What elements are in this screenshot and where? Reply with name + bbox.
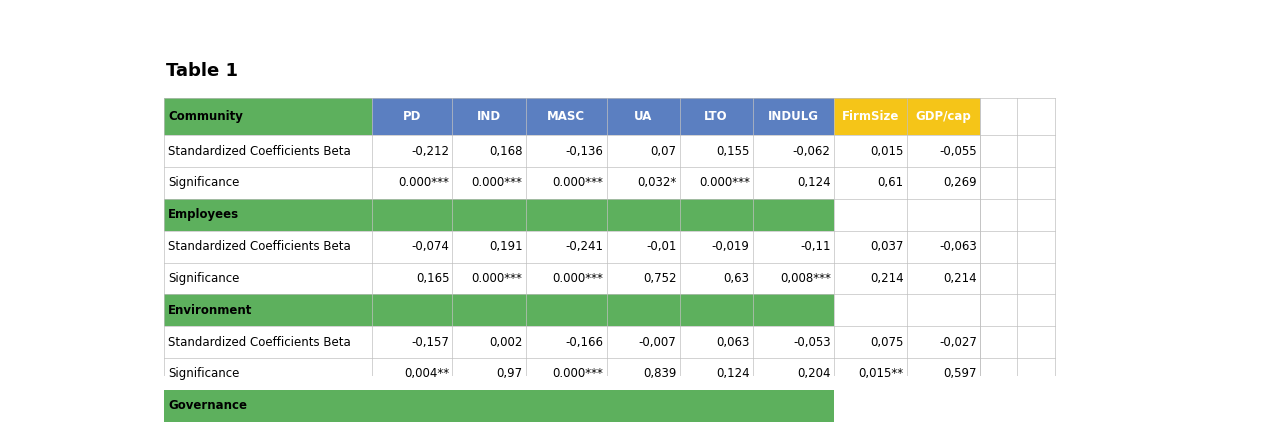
Text: 0,037: 0,037 <box>870 240 903 253</box>
Text: Governance: Governance <box>168 399 247 412</box>
Bar <box>833 294 1055 326</box>
Text: 0,63: 0,63 <box>724 272 749 285</box>
Text: 0,124: 0,124 <box>798 176 831 189</box>
Text: -0,01: -0,01 <box>646 240 676 253</box>
Text: 0,752: 0,752 <box>643 272 676 285</box>
Text: -0,11: -0,11 <box>800 240 831 253</box>
Bar <box>164 390 833 422</box>
Text: -0,062: -0,062 <box>792 145 831 157</box>
Text: 0,032*: 0,032* <box>637 176 676 189</box>
Text: 0,07: 0,07 <box>651 145 676 157</box>
Text: 0.000***: 0.000*** <box>399 176 450 189</box>
Bar <box>164 135 980 167</box>
Text: -0,157: -0,157 <box>412 335 450 349</box>
Text: -0,166: -0,166 <box>566 335 604 349</box>
Text: 0.000***: 0.000*** <box>553 368 604 381</box>
Text: Community: Community <box>168 110 243 123</box>
Bar <box>833 390 1055 422</box>
Text: 0,97: 0,97 <box>497 368 522 381</box>
Text: 0,002: 0,002 <box>489 335 522 349</box>
Text: -0,074: -0,074 <box>412 240 450 253</box>
Bar <box>164 358 980 390</box>
Text: UA: UA <box>634 110 652 123</box>
Bar <box>164 262 980 294</box>
Text: -0,053: -0,053 <box>792 335 831 349</box>
Text: 0.000***: 0.000*** <box>471 176 522 189</box>
Text: Significance: Significance <box>168 176 240 189</box>
Text: 0,015: 0,015 <box>870 145 903 157</box>
Text: 0,004**: 0,004** <box>404 368 450 381</box>
Text: 0,269: 0,269 <box>943 176 977 189</box>
Text: -0,136: -0,136 <box>566 145 604 157</box>
Bar <box>164 326 980 358</box>
Text: 0,168: 0,168 <box>489 145 522 157</box>
Text: 0,597: 0,597 <box>943 368 977 381</box>
Text: Significance: Significance <box>168 368 240 381</box>
Bar <box>833 199 1055 231</box>
Bar <box>164 294 833 326</box>
Text: -0,241: -0,241 <box>566 240 604 253</box>
Bar <box>164 98 980 422</box>
Text: 0,839: 0,839 <box>643 368 676 381</box>
Text: -0,019: -0,019 <box>712 240 749 253</box>
Bar <box>164 199 833 231</box>
Text: 0,015**: 0,015** <box>859 368 903 381</box>
Text: Standardized Coefficients Beta: Standardized Coefficients Beta <box>168 335 350 349</box>
Text: 0,124: 0,124 <box>716 368 749 381</box>
Text: 0,214: 0,214 <box>870 272 903 285</box>
Text: PD: PD <box>403 110 422 123</box>
Bar <box>372 98 833 135</box>
Text: GDP/cap: GDP/cap <box>915 110 971 123</box>
Text: 0,61: 0,61 <box>878 176 903 189</box>
Text: -0,027: -0,027 <box>939 335 977 349</box>
Text: 0,155: 0,155 <box>716 145 749 157</box>
Text: 0,075: 0,075 <box>870 335 903 349</box>
Text: 0,204: 0,204 <box>798 368 831 381</box>
Text: Environment: Environment <box>168 304 252 317</box>
Text: INDULG: INDULG <box>768 110 819 123</box>
Text: 0.000***: 0.000*** <box>553 272 604 285</box>
Text: 0,191: 0,191 <box>489 240 522 253</box>
Text: Significance: Significance <box>168 272 240 285</box>
Text: 0.000***: 0.000*** <box>471 272 522 285</box>
Text: Table 1: Table 1 <box>166 62 238 80</box>
Text: 0.000***: 0.000*** <box>699 176 749 189</box>
Text: -0,007: -0,007 <box>638 335 676 349</box>
Text: 0,214: 0,214 <box>943 272 977 285</box>
Text: -0,055: -0,055 <box>939 145 977 157</box>
Text: LTO: LTO <box>705 110 727 123</box>
Text: 0.000***: 0.000*** <box>553 176 604 189</box>
Bar <box>164 98 372 135</box>
Bar <box>164 231 980 262</box>
Text: Employees: Employees <box>168 208 240 221</box>
Text: IND: IND <box>476 110 501 123</box>
Text: Standardized Coefficients Beta: Standardized Coefficients Beta <box>168 145 350 157</box>
Text: 0,008***: 0,008*** <box>780 272 831 285</box>
Text: FirmSize: FirmSize <box>841 110 899 123</box>
Bar <box>164 167 980 199</box>
Text: Standardized Coefficients Beta: Standardized Coefficients Beta <box>168 240 350 253</box>
Text: 0,063: 0,063 <box>716 335 749 349</box>
Text: 0,165: 0,165 <box>417 272 450 285</box>
Bar <box>833 98 907 135</box>
Text: MASC: MASC <box>547 110 585 123</box>
Bar <box>907 98 980 135</box>
Text: -0,063: -0,063 <box>939 240 977 253</box>
Text: -0,212: -0,212 <box>412 145 450 157</box>
